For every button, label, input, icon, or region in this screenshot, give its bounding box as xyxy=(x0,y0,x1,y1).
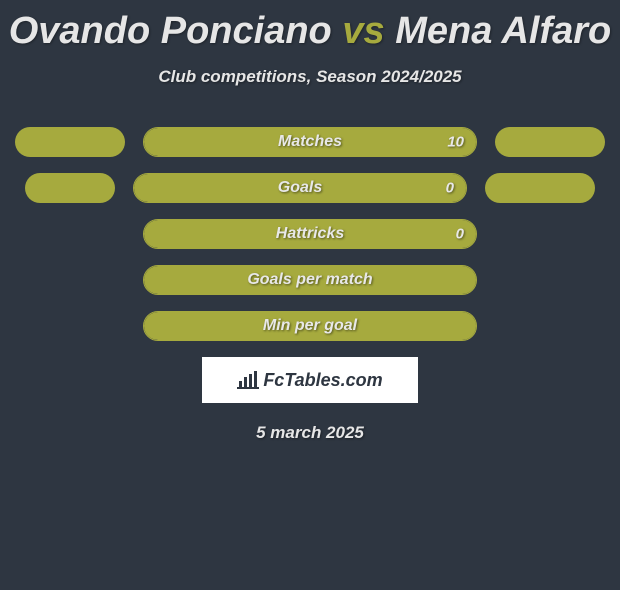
logo-box: FcTables.com xyxy=(202,357,418,403)
stat-track: Hattricks 0 xyxy=(143,219,477,249)
page-title: Ovando Ponciano vs Mena Alfaro xyxy=(0,10,620,53)
logo-text: FcTables.com xyxy=(263,370,382,391)
stat-value: 10 xyxy=(447,134,464,151)
stat-row: Goals per match xyxy=(15,265,605,295)
date: 5 march 2025 xyxy=(0,423,620,443)
left-pill xyxy=(15,127,125,157)
stat-track: Goals per match xyxy=(143,265,477,295)
stat-row: Goals 0 xyxy=(15,173,605,203)
vs-text: vs xyxy=(342,10,384,52)
right-pill xyxy=(495,127,605,157)
subtitle: Club competitions, Season 2024/2025 xyxy=(0,67,620,87)
stat-row: Matches 10 xyxy=(15,127,605,157)
stat-track: Matches 10 xyxy=(143,127,477,157)
stat-value: 0 xyxy=(446,180,454,197)
stat-row: Hattricks 0 xyxy=(15,219,605,249)
stat-track: Goals 0 xyxy=(133,173,467,203)
stat-track: Min per goal xyxy=(143,311,477,341)
stat-label: Goals per match xyxy=(247,271,372,289)
stat-label: Matches xyxy=(278,133,342,151)
player1-name: Ovando Ponciano xyxy=(9,10,332,52)
comparison-chart: Matches 10 Goals 0 Hattricks 0 Goals per match… xyxy=(15,127,605,341)
player2-name: Mena Alfaro xyxy=(395,10,611,52)
stat-label: Min per goal xyxy=(263,317,357,335)
right-pill xyxy=(485,173,595,203)
left-pill xyxy=(25,173,115,203)
stat-value: 0 xyxy=(456,226,464,243)
logo: FcTables.com xyxy=(237,370,382,391)
stat-row: Min per goal xyxy=(15,311,605,341)
stat-label: Goals xyxy=(278,179,322,197)
chart-icon xyxy=(237,371,259,389)
stat-label: Hattricks xyxy=(276,225,344,243)
